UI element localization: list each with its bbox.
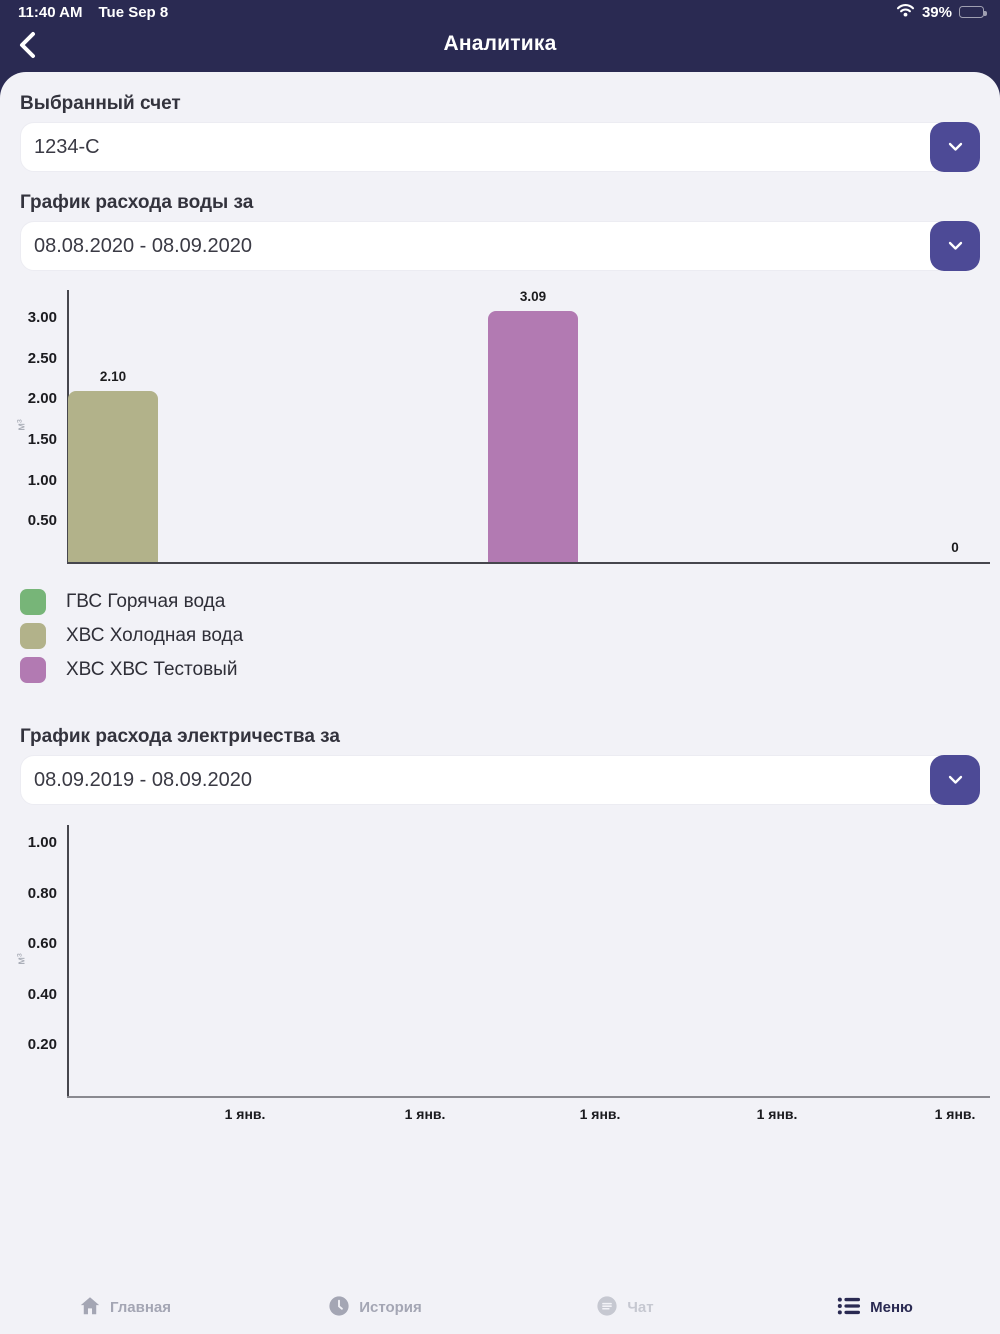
- legend-swatch-cold-water: [20, 623, 46, 649]
- electricity-chart-label: График расхода электричества за: [20, 726, 340, 747]
- x-tick-label: 1 янв.: [404, 1106, 446, 1122]
- battery-percent: 39%: [921, 3, 952, 21]
- chart-bar: [68, 391, 158, 562]
- wifi-icon: [896, 3, 915, 21]
- bar-value-label: 0: [951, 540, 959, 555]
- home-icon: [79, 1295, 101, 1320]
- legend-item: ХВС ХВС Тестовый: [20, 657, 243, 683]
- account-label: Выбранный счет: [20, 93, 181, 114]
- legend-swatch-test-meter: [20, 657, 46, 683]
- clock-icon: [328, 1295, 350, 1320]
- tab-chat[interactable]: Чат: [500, 1295, 750, 1320]
- water-period-dropdown-button[interactable]: [930, 221, 980, 271]
- water-consumption-chart: 0.50 1.00 1.50 2.00 2.50 3.00 м³ 2.10 3.09 0: [0, 286, 1000, 578]
- tab-label: Чат: [627, 1298, 654, 1316]
- chat-icon: [596, 1295, 618, 1320]
- y-axis-line: [67, 825, 69, 1096]
- y-tick-label: 1.50: [27, 431, 57, 449]
- chevron-down-icon: [948, 773, 963, 788]
- status-date: Tue Sep 8: [98, 3, 169, 21]
- legend-label: ХВС Холодная вода: [66, 625, 244, 646]
- electricity-period-select[interactable]: 08.09.2019 - 08.09.2020: [20, 755, 980, 805]
- account-dropdown-button[interactable]: [930, 122, 980, 172]
- y-tick-label: 1.00: [27, 471, 57, 489]
- legend-label: ГВС Горячая вода: [66, 591, 226, 612]
- menu-icon: [837, 1295, 861, 1320]
- electricity-consumption-chart: 0.20 0.40 0.60 0.80 1.00 м³ 1 янв. 1 янв. 1 янв.…: [0, 820, 1000, 1130]
- tab-history[interactable]: История: [250, 1295, 500, 1320]
- y-axis-unit-label: м³: [15, 419, 28, 431]
- y-tick-label: 0.80: [27, 884, 57, 902]
- tab-label: История: [359, 1298, 422, 1316]
- water-chart-label: График расхода воды за: [20, 192, 254, 213]
- x-axis-line: [67, 562, 990, 564]
- y-tick-label: 0.20: [27, 1036, 57, 1054]
- back-button[interactable]: [8, 26, 46, 66]
- water-period-select[interactable]: 08.08.2020 - 08.09.2020: [20, 221, 980, 271]
- y-tick-label: 3.00: [27, 309, 57, 327]
- account-value: 1234-C: [34, 135, 100, 158]
- chart-legend: ГВС Горячая вода ХВС Холодная вода ХВС Х…: [20, 589, 243, 691]
- water-period-value: 08.08.2020 - 08.09.2020: [34, 234, 252, 257]
- legend-item: ГВС Горячая вода: [20, 589, 243, 615]
- y-tick-label: 2.00: [27, 390, 57, 408]
- account-select-row: 1234-C: [0, 122, 1000, 172]
- legend-item: ХВС Холодная вода: [20, 623, 243, 649]
- x-tick-label: 1 янв.: [224, 1106, 266, 1122]
- electricity-period-value: 08.09.2019 - 08.09.2020: [34, 768, 252, 791]
- nav-bar: Аналитика: [0, 24, 1000, 72]
- legend-label: ХВС ХВС Тестовый: [66, 659, 238, 680]
- content-panel: Выбранный счет 1234-C График расхода вод…: [0, 72, 1000, 1334]
- legend-swatch-hot-water: [20, 589, 46, 615]
- page-title: Аналитика: [443, 32, 557, 55]
- water-period-row: 08.08.2020 - 08.09.2020: [0, 221, 1000, 271]
- electricity-period-dropdown-button[interactable]: [930, 755, 980, 805]
- status-bar: 11:40 AM Tue Sep 8 39%: [0, 0, 1000, 24]
- x-tick-label: 1 янв.: [579, 1106, 621, 1122]
- y-tick-label: 0.50: [27, 512, 57, 530]
- chart-bar: [488, 311, 578, 562]
- x-tick-label: 1 янв.: [934, 1106, 976, 1122]
- bar-value-label: 3.09: [519, 289, 547, 304]
- x-axis-line: [67, 1096, 990, 1098]
- chevron-left-icon: [15, 30, 39, 63]
- y-tick-label: 1.00: [27, 834, 57, 851]
- tab-label: Меню: [870, 1298, 913, 1316]
- tab-home[interactable]: Главная: [0, 1295, 250, 1320]
- account-select[interactable]: 1234-C: [20, 122, 980, 172]
- y-tick-label: 0.60: [27, 935, 57, 953]
- chevron-down-icon: [948, 239, 963, 254]
- tab-bar: Главная История Чат: [0, 1280, 1000, 1334]
- y-tick-label: 0.40: [27, 985, 57, 1003]
- bar-value-label: 2.10: [99, 369, 127, 384]
- y-axis-unit-label: м³: [15, 953, 28, 965]
- chevron-down-icon: [948, 140, 963, 155]
- y-tick-label: 2.50: [27, 349, 57, 367]
- electricity-period-row: 08.09.2019 - 08.09.2020: [0, 755, 1000, 805]
- battery-icon: [959, 6, 987, 18]
- x-tick-label: 1 янв.: [756, 1106, 798, 1122]
- tab-menu[interactable]: Меню: [750, 1295, 1000, 1320]
- status-time: 11:40 AM: [18, 3, 83, 21]
- tab-label: Главная: [109, 1298, 171, 1316]
